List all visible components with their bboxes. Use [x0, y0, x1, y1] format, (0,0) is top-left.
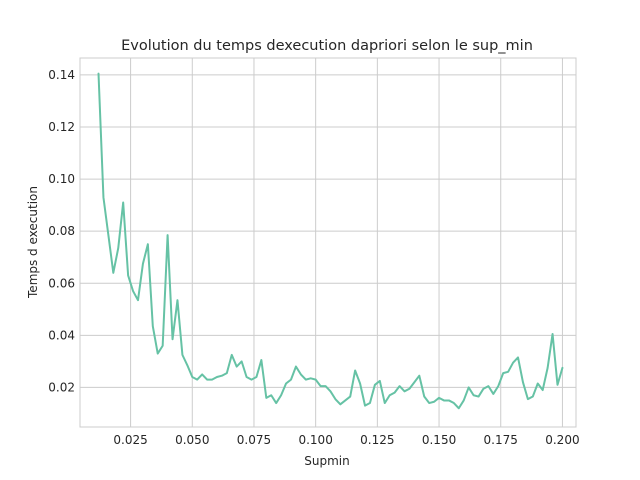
x-tick-label: 0.075 — [237, 433, 271, 447]
y-tick-label: 0.02 — [48, 380, 75, 394]
y-tick-label: 0.12 — [48, 120, 75, 134]
x-tick-label: 0.125 — [360, 433, 394, 447]
x-axis: 0.025 0.050 0.075 0.100 0.125 0.150 0.175 0.200 — [113, 433, 579, 447]
x-tick-label: 0.050 — [175, 433, 209, 447]
y-tick-label: 0.08 — [48, 224, 75, 238]
y-tick-label: 0.04 — [48, 328, 75, 342]
y-tick-label: 0.10 — [48, 172, 75, 186]
series-line — [97, 72, 564, 410]
chart-title: Evolution du temps dexecution dapriori s… — [121, 38, 533, 54]
x-tick-label: 0.200 — [545, 433, 579, 447]
x-tick-label: 0.100 — [298, 433, 332, 447]
y-tick-label: 0.14 — [48, 68, 75, 82]
x-tick-label: 0.175 — [484, 433, 518, 447]
x-tick-label: 0.150 — [422, 433, 456, 447]
x-tick-label: 0.025 — [113, 433, 147, 447]
gridlines — [80, 58, 576, 427]
y-tick-label: 0.06 — [48, 276, 75, 290]
y-axis-label: Temps d execution — [26, 186, 40, 299]
y-axis: 0.02 0.04 0.06 0.08 0.10 0.12 0.14 — [48, 68, 75, 394]
plot-frame — [79, 57, 577, 428]
x-axis-label: Supmin — [304, 454, 349, 468]
